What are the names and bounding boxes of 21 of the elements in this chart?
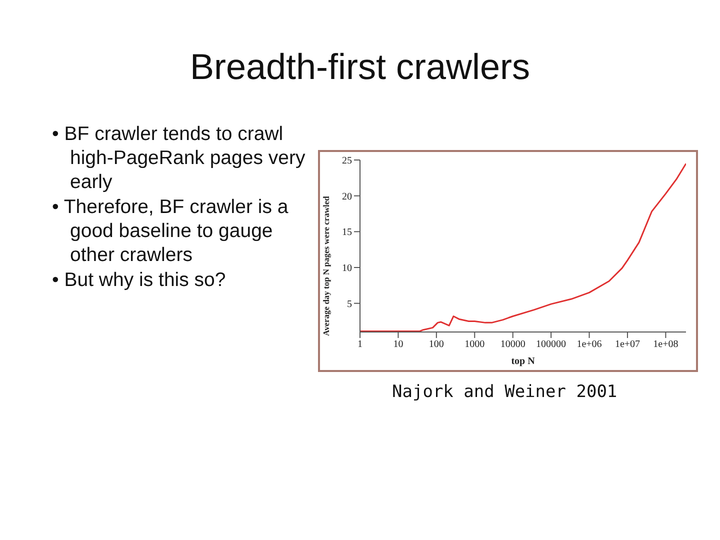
- x-tick-label: 10: [393, 339, 404, 350]
- text: • BF crawler tends to crawl high-PageRank pages very early: [52, 122, 306, 194]
- x-tick-label: 10000: [500, 339, 526, 350]
- chart-title: Breadth-first crawlers: [188, 46, 532, 88]
- text: • But why is this so?: [52, 268, 227, 292]
- y-axis-title: Average day top N pages were crawled: [321, 196, 332, 336]
- y-tick-label: 5: [347, 298, 352, 310]
- x-tick-label: 1: [358, 339, 362, 350]
- x-tick-label: 1e+06: [576, 339, 602, 350]
- x-axis-title: top N: [511, 356, 536, 367]
- y-tick-label: 10: [342, 263, 352, 274]
- text: • Therefore, BF crawler is a good baseline to gauge other crawlers: [52, 195, 290, 267]
- x-tick-label: 1e+08: [653, 339, 678, 350]
- y-tick-label: 25: [342, 156, 352, 167]
- y-tick-label: 20: [342, 191, 352, 202]
- x-tick-label: 1000: [464, 339, 485, 350]
- x-tick-label: 1e+07: [614, 339, 640, 350]
- x-tick-label: 100000: [536, 339, 566, 350]
- y-tick-label: 15: [342, 227, 352, 238]
- text: Najork and Weiner 2001: [392, 382, 618, 402]
- x-tick-label: 100: [428, 339, 444, 350]
